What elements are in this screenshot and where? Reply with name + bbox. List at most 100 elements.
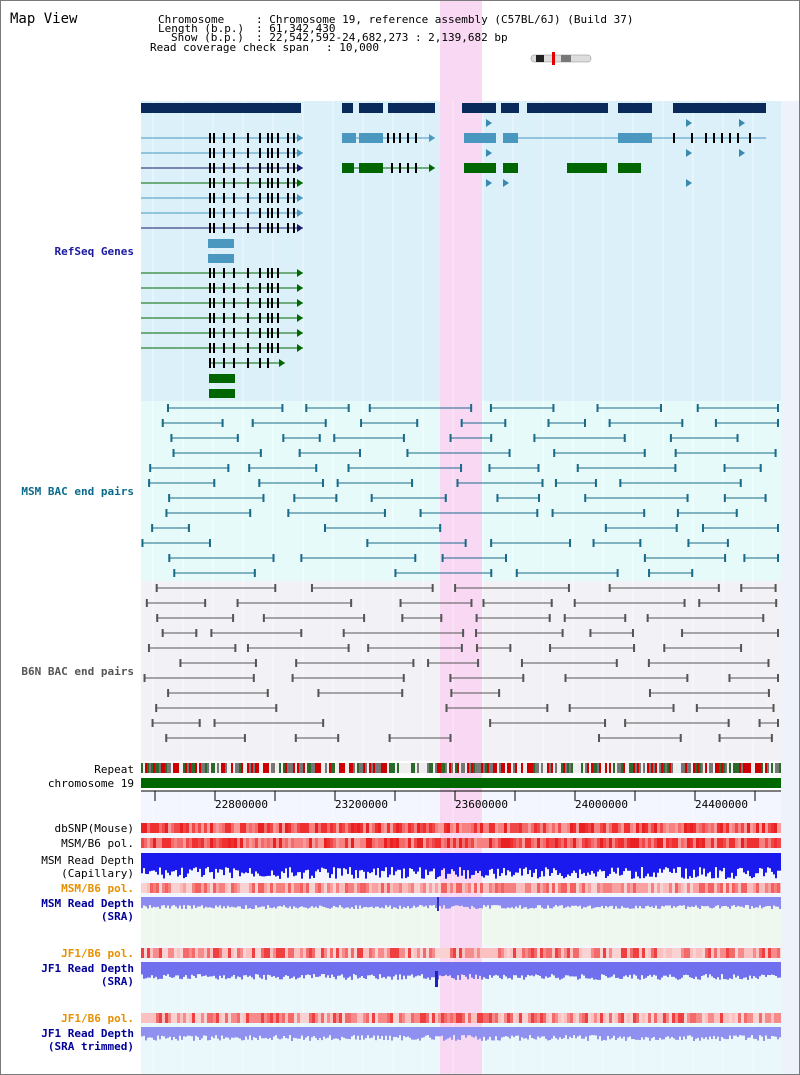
heat-cell <box>750 948 753 958</box>
repeat-segment <box>187 763 189 773</box>
track-label-msm-bac[interactable]: MSM BAC end pairs <box>21 485 134 498</box>
heat-cell <box>330 883 333 893</box>
bac-pair-end <box>475 644 478 652</box>
heat-cell <box>309 838 312 848</box>
depth-bar <box>577 962 579 980</box>
bac-pair-end <box>246 644 249 652</box>
heat-cell <box>756 1013 759 1023</box>
heat-cell <box>252 948 255 958</box>
gene-block <box>618 103 652 113</box>
bac-pair-end <box>293 494 296 502</box>
gene-exon <box>247 208 249 218</box>
gene-exon <box>287 208 289 218</box>
depth-bar <box>223 1027 225 1039</box>
heat-cell <box>303 1013 306 1023</box>
heat-cell <box>387 948 390 958</box>
heat-cell <box>510 823 513 833</box>
depth-bar <box>599 962 601 980</box>
depth-bar <box>633 962 635 975</box>
heat-cell <box>321 1013 324 1023</box>
depth-bar <box>661 962 663 978</box>
heat-cell <box>504 948 507 958</box>
gene-exon <box>233 178 235 188</box>
heat-cell <box>663 1013 666 1023</box>
repeat-segment <box>777 763 779 773</box>
heat-cell <box>189 838 192 848</box>
depth-bar <box>143 962 145 979</box>
gene-exon <box>213 133 215 143</box>
heat-cell <box>321 838 324 848</box>
depth-bar <box>435 962 437 977</box>
depth-bar <box>209 1027 211 1041</box>
track-label-b6n-bac[interactable]: B6N BAC end pairs <box>21 665 134 678</box>
bac-pair-end <box>168 554 171 562</box>
gene-exon <box>293 178 295 188</box>
depth-bar <box>371 962 373 975</box>
depth-bar <box>483 897 485 906</box>
heat-cell <box>642 948 645 958</box>
repeat-segment <box>483 763 485 773</box>
heat-cell <box>609 1013 612 1023</box>
heat-cell <box>705 1013 708 1023</box>
depth-bar <box>441 962 443 977</box>
heat-cell <box>561 948 564 958</box>
repeat-segment <box>477 763 479 773</box>
repeat-segment <box>245 763 247 773</box>
repeat-segment <box>629 763 631 773</box>
depth-bar <box>429 1027 431 1038</box>
repeat-segment <box>321 763 323 773</box>
depth-bar <box>267 1027 269 1039</box>
heat-cell <box>480 838 483 848</box>
heat-cell <box>729 1013 732 1023</box>
depth-bar <box>431 897 433 906</box>
heat-cell <box>594 883 597 893</box>
depth-bar <box>753 853 755 878</box>
heat-cell <box>324 838 327 848</box>
depth-bar <box>149 853 151 872</box>
depth-bar <box>439 1027 441 1037</box>
heat-cell <box>504 838 507 848</box>
depth-bar <box>747 853 749 871</box>
heat-cell <box>687 883 690 893</box>
depth-bar <box>273 962 275 977</box>
heat-cell <box>357 838 360 848</box>
heat-cell <box>333 883 336 893</box>
heat-cell <box>144 1013 147 1023</box>
repeat-segment <box>323 763 325 773</box>
heat-cell <box>597 883 600 893</box>
heat-cell <box>774 948 777 958</box>
repeat-segment <box>687 763 689 773</box>
depth-bar <box>329 1027 331 1036</box>
depth-bar <box>689 962 691 978</box>
heat-cell <box>324 883 327 893</box>
heat-cell <box>165 948 168 958</box>
heat-cell <box>168 948 171 958</box>
bac-pair-end <box>475 614 478 622</box>
gene-exon <box>267 313 269 323</box>
heat-cell <box>546 1013 549 1023</box>
depth-bar <box>411 897 413 908</box>
track-label-refseq[interactable]: RefSeq Genes <box>54 245 134 258</box>
depth-bar <box>181 1027 183 1040</box>
depth-bar <box>491 1027 493 1041</box>
heat-cell <box>306 948 309 958</box>
repeat-segment <box>225 763 227 773</box>
depth-bar <box>735 962 737 978</box>
depth-bar <box>641 962 643 976</box>
depth-bar <box>619 853 621 876</box>
depth-bar <box>709 1027 711 1037</box>
repeat-segment <box>771 763 773 773</box>
depth-bar <box>359 1027 361 1041</box>
depth-bar <box>323 1027 325 1037</box>
depth-bar <box>759 853 761 869</box>
depth-bar <box>731 897 733 906</box>
depth-bar <box>287 1027 289 1039</box>
depth-bar <box>215 897 217 906</box>
depth-bar <box>413 1027 415 1040</box>
depth-bar <box>401 962 403 980</box>
heat-cell <box>429 948 432 958</box>
depth-bar <box>717 853 719 878</box>
depth-bar <box>403 853 405 869</box>
heat-cell <box>642 823 645 833</box>
